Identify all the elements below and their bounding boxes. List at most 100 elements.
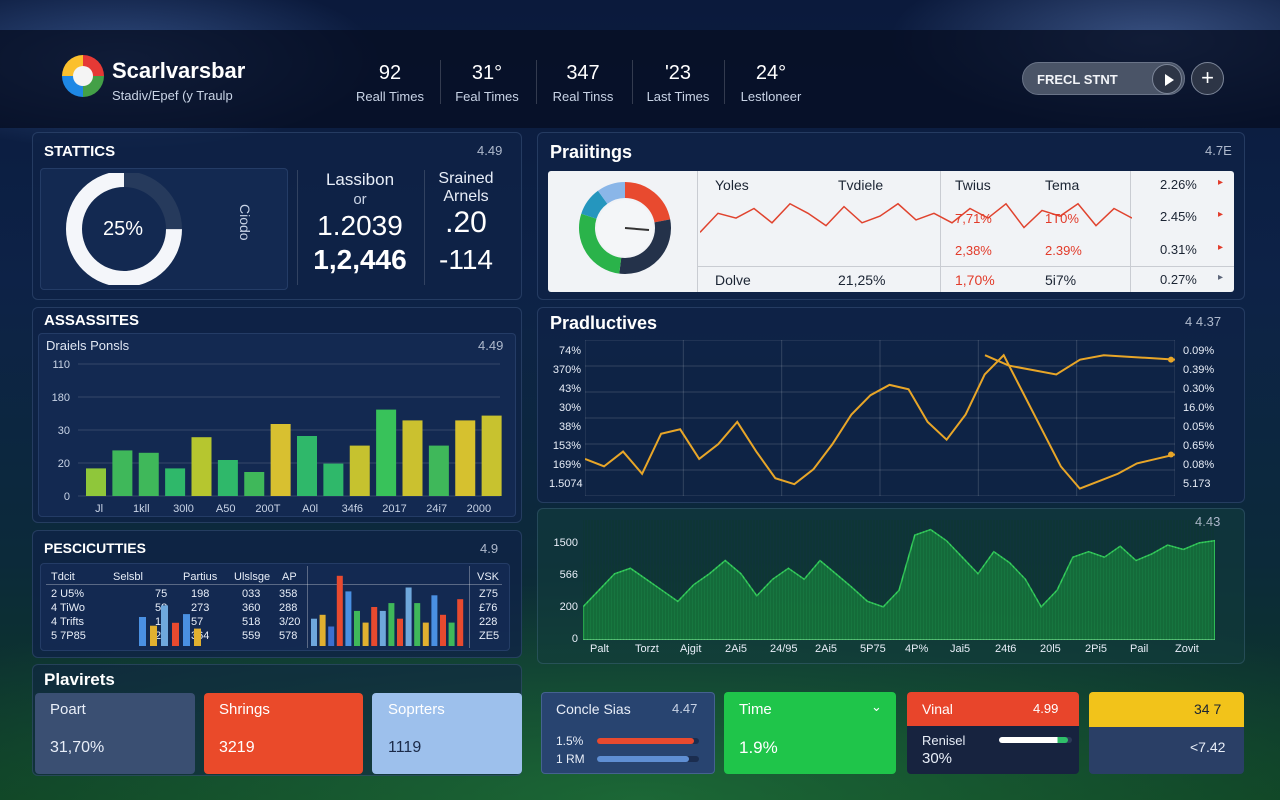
- header-stat-label: Real Tinss: [552, 89, 614, 104]
- x-tick-label: 34f6: [342, 503, 363, 515]
- assists-title: ASSASSITES: [44, 312, 140, 329]
- mini-bar: [336, 575, 343, 646]
- bar: [217, 460, 238, 496]
- chevron-down-icon[interactable]: ⌄: [871, 699, 882, 714]
- vinal-bar-track: [999, 737, 1072, 743]
- vinal-label: Vinal: [922, 701, 953, 717]
- plavirets-card-poart[interactable]: [35, 693, 195, 774]
- donut-arc: [66, 173, 182, 285]
- start-pill-label: FRECL STNT: [1037, 72, 1118, 87]
- red-series-line: [700, 202, 1132, 233]
- header-stat-value: 347: [566, 62, 600, 84]
- y-tick-label: 43%: [558, 383, 581, 395]
- y-tick-label: 566: [559, 569, 578, 581]
- mini-bar: [371, 607, 378, 646]
- y-tick-label: 1.5074: [549, 478, 583, 490]
- concle-card[interactable]: [541, 692, 715, 774]
- caret-right-icon[interactable]: ▸: [1218, 209, 1224, 220]
- concle-bar1-track: [597, 738, 699, 744]
- caret-right-icon[interactable]: ▸: [1218, 177, 1224, 188]
- time-label: Time: [739, 701, 772, 718]
- pesc-cell: 360: [242, 602, 261, 614]
- pesc-header: VSK: [477, 571, 500, 583]
- vinal-bar-fill: [999, 737, 1069, 743]
- header-stat-label: Reall Times: [356, 89, 424, 104]
- productives-line-chart: [585, 340, 1175, 496]
- y-tick-label: 0: [64, 491, 70, 503]
- y-tick-label: 0.39%: [1183, 364, 1215, 376]
- stat-col1-value2: 1,2,446: [313, 244, 407, 275]
- last-bottom-value: <7.42: [1190, 739, 1226, 755]
- play-icon[interactable]: [1152, 64, 1182, 94]
- y-tick-label: 370%: [552, 364, 581, 376]
- card-value: 3219: [219, 739, 255, 756]
- divider: [697, 266, 1234, 267]
- divider: [424, 170, 425, 285]
- plavirets-card-shrings[interactable]: [204, 693, 363, 774]
- header-stat-label: Feal Times: [455, 89, 519, 104]
- divider: [697, 171, 698, 292]
- bar: [402, 420, 423, 496]
- x-tick-label: A0l: [302, 503, 318, 515]
- x-tick-label: Palt: [590, 643, 609, 655]
- plavirets-card-soprters[interactable]: [372, 693, 522, 774]
- donut-chart: [66, 173, 182, 285]
- pesc-header: Selsbl: [113, 571, 143, 583]
- y-tick-label: 20: [58, 458, 70, 470]
- x-tick-label: Jl: [95, 503, 103, 515]
- mini-bar: [431, 595, 438, 646]
- y-tick-label: 1500: [553, 537, 578, 549]
- series-line: [984, 354, 1175, 376]
- statistics-corner-value: 4.49: [477, 143, 503, 158]
- stat-col1-title: Lassibon: [325, 170, 395, 189]
- gauge-segment: [619, 219, 671, 274]
- assists-bar-chart: 0 20 30 180 110 Jl 1kll 30l0 A50 200T A0l 34f6 2017 2…: [52, 359, 502, 515]
- mini-bar: [397, 618, 403, 646]
- caret-right-icon[interactable]: ▸: [1218, 272, 1224, 283]
- header-stat-value: 24°: [755, 62, 787, 84]
- header-stat-4: '23 Last Times: [628, 62, 728, 104]
- vinal-card-header: [907, 692, 1079, 726]
- gauge-chart: [579, 182, 671, 274]
- x-tick-label: Ajgit: [680, 643, 702, 655]
- concle-row2: 1 RM: [556, 752, 585, 766]
- concle-bar2-track: [597, 756, 699, 762]
- y-tick-label: 180: [52, 392, 70, 404]
- mini-bar: [150, 625, 157, 646]
- caret-right-icon[interactable]: ▸: [1218, 242, 1224, 253]
- card-value: 31,70%: [50, 739, 105, 756]
- y-tick-label: 0.09%: [1183, 345, 1215, 357]
- y-tick-label: 38%: [558, 421, 581, 433]
- x-tick-label: 24t6: [995, 643, 1017, 655]
- praitings-footer-1: Dolve: [715, 272, 751, 288]
- time-card[interactable]: [724, 692, 896, 774]
- concle-bar1-fill: [597, 738, 694, 744]
- praitings-header-4: Tema: [1045, 177, 1080, 193]
- praitings-footer-3: 1,70%: [955, 272, 995, 288]
- header-stat-5: 24° Lestloneer: [721, 62, 821, 104]
- bar: [86, 468, 106, 496]
- pesc-cell: 198: [191, 588, 210, 600]
- vinal-value: 30%: [922, 750, 953, 767]
- last-top-value: 34 7: [1194, 701, 1222, 717]
- add-plus-icon[interactable]: +: [1191, 62, 1224, 95]
- praitings-right-value: 2.45%: [1160, 209, 1197, 224]
- pesc-cell: 518: [242, 616, 261, 628]
- x-tick-label: 2Pi5: [1085, 643, 1108, 655]
- praitings-red-label: 2.39%: [1045, 243, 1082, 258]
- plavirets-title: Plavirets: [44, 670, 115, 689]
- x-tick-label: 20l5: [1040, 643, 1061, 655]
- mini-bar: [388, 603, 395, 646]
- y-tick-label: 153%: [552, 440, 581, 452]
- x-tick-label: 2000: [467, 503, 491, 515]
- start-pill-button[interactable]: FRECL STNT: [1022, 62, 1185, 95]
- x-tick-label: 24i7: [426, 503, 447, 515]
- x-tick-label: 2017: [382, 503, 406, 515]
- bar: [481, 415, 502, 496]
- vinal-sub: Renisel: [922, 733, 966, 748]
- praitings-corner-value: 4.7E: [1205, 143, 1232, 158]
- area-fill: [583, 528, 1215, 640]
- x-tick-label: Pail: [1130, 643, 1149, 655]
- pesc-right-cell: 228: [479, 616, 498, 628]
- mini-bar: [414, 603, 421, 646]
